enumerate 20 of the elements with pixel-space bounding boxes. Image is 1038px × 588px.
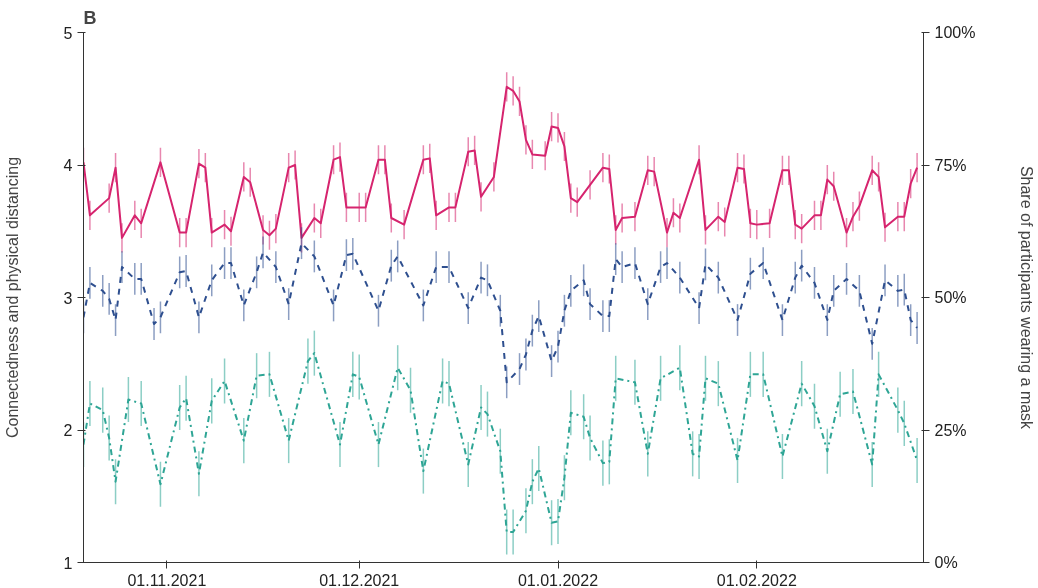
x-tick-label: 01.02.2022 [716, 571, 797, 588]
y2-tick-label: 50% [934, 289, 967, 306]
y-tick-label: 5 [63, 24, 73, 42]
y2-axis-title: Share of participants wearing a mask [1018, 165, 1036, 431]
x-tick-label: 01.12.2021 [319, 571, 400, 588]
chart-title: B [83, 7, 97, 28]
y2-tick-label: 0% [934, 554, 958, 571]
y2-tick-label: 75% [934, 156, 967, 174]
line-series [83, 242, 919, 384]
y2-tick-label: 100% [934, 24, 976, 41]
y-tick-label: 3 [63, 289, 73, 307]
line-series [83, 85, 919, 239]
y-axis-title: Connectedness and physical distancing [3, 156, 21, 439]
x-tick-label: 01.11.2021 [127, 571, 207, 588]
y-tick-label: 1 [63, 554, 73, 572]
y-tick-label: 4 [63, 157, 73, 174]
line-series [83, 352, 919, 534]
y-tick-label: 2 [63, 422, 73, 439]
x-tick-label: 01.01.2022 [517, 571, 599, 588]
y2-tick-label: 25% [934, 421, 967, 439]
